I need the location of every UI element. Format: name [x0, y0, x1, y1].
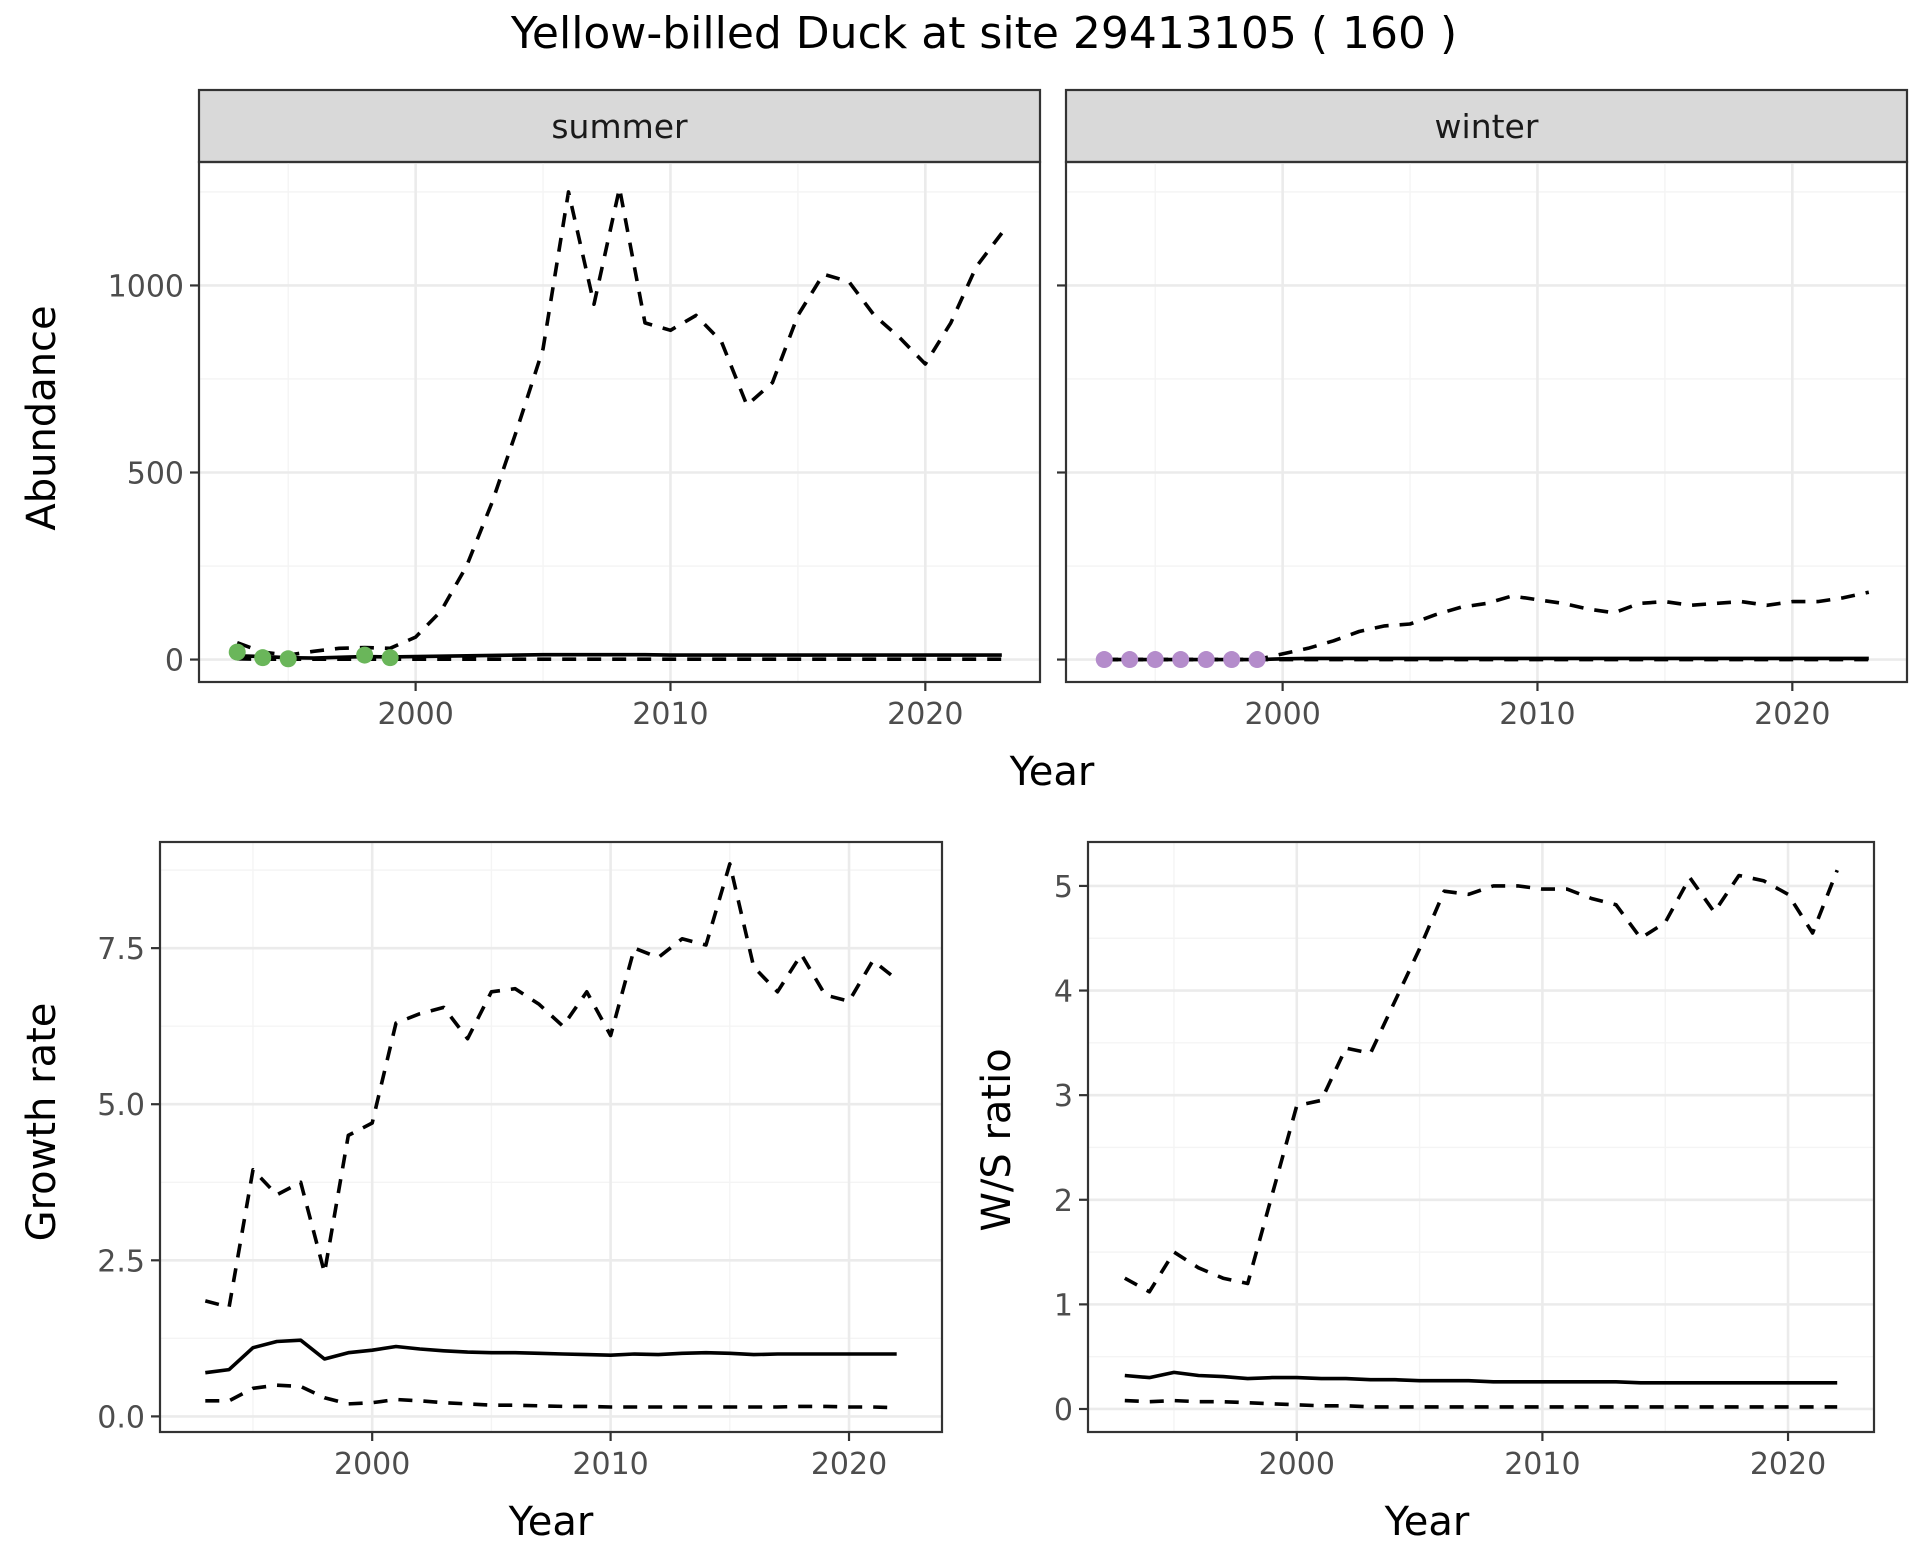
x-tick-label: 2000	[1244, 697, 1320, 732]
strip-winter-label: winter	[1435, 107, 1539, 146]
x-tick-label: 2020	[887, 697, 963, 732]
plot-area-summer: 2000 2010 2020 0 500 1000	[108, 160, 1042, 732]
y-tick-label: 2.5	[97, 1244, 145, 1279]
abundance-summer-observed-point	[381, 649, 399, 667]
panel-growth-rate: 2000 2010 2020 0.0 2.5 5.0 7.5	[97, 840, 944, 1482]
x-tick-label: 2000	[377, 697, 453, 732]
growth-rate-upper-ci-line	[204, 862, 898, 1309]
x-tick-label: 2000	[1259, 1447, 1335, 1482]
growth-rate-x-axis-title: Year	[508, 1499, 594, 1545]
figure-title: Yellow-billed Duck at site 29413105 ( 16…	[510, 8, 1457, 59]
growth-rate-panel-border	[158, 840, 944, 1434]
y-tick-label: 1	[1054, 1288, 1073, 1323]
plot-area-growth-rate: 2000 2010 2020 0.0 2.5 5.0 7.5	[97, 840, 944, 1482]
strip-winter-background	[1064, 88, 1909, 164]
y-tick-label: 5	[1054, 870, 1073, 905]
y-tick-label: 3	[1054, 1079, 1073, 1114]
strip-summer-background	[197, 88, 1042, 164]
abundance-summer-observed-point	[254, 649, 272, 667]
ws-ratio-lower-ci-line	[1124, 1398, 1838, 1409]
x-tick-label: 2000	[334, 1447, 410, 1482]
ws-ratio-panel-border	[1086, 840, 1876, 1434]
y-tick-label: 500	[127, 457, 184, 492]
x-tick-label: 2010	[1499, 697, 1575, 732]
abundance-summer-observed-point	[356, 646, 374, 664]
growth-rate-y-axis-title: Growth rate	[19, 1003, 65, 1242]
y-tick-label: 1000	[108, 269, 184, 304]
abundance-summer-observed-point	[228, 643, 246, 661]
panel-ws-ratio: 2000 2010 2020 0 1 2 3 4 5	[1054, 840, 1876, 1482]
abundance-summer-observed-point	[279, 650, 297, 668]
abundance-winter-observed-point	[1248, 651, 1266, 669]
panel-abundance-summer: summer 2000 2010 2020 0 500 1000	[108, 88, 1042, 732]
y-tick-label: 5.0	[97, 1088, 145, 1123]
plot-area-winter: 2000 2010 2020	[1057, 160, 1909, 732]
abundance-y-axis-title: Abundance	[19, 305, 65, 530]
abundance-winter-observed-point	[1172, 651, 1190, 669]
abundance-winter-observed-point	[1197, 651, 1215, 669]
abundance-winter-observed-point	[1223, 651, 1241, 669]
growth-rate-lower-ci-line	[205, 1383, 897, 1410]
panel-abundance-winter: winter 2000 2010 2020	[1057, 88, 1909, 732]
abundance-x-axis-title: Year	[1009, 749, 1095, 795]
ws-ratio-y-axis-title: W/S ratio	[974, 1048, 1020, 1231]
x-tick-label: 2020	[811, 1447, 887, 1482]
abundance-winter-upper-ci-line	[1104, 590, 1870, 662]
abundance-summer-upper-ci-line	[236, 186, 1004, 657]
plot-area-ws-ratio: 2000 2010 2020 0 1 2 3 4 5	[1054, 840, 1876, 1482]
x-tick-label: 2010	[632, 697, 708, 732]
abundance-winter-panel-border	[1064, 160, 1909, 684]
y-tick-label: 4	[1054, 975, 1073, 1010]
strip-summer-label: summer	[551, 107, 688, 146]
ws-ratio-mean-line	[1124, 1370, 1838, 1385]
abundance-winter-observed-point	[1146, 651, 1164, 669]
y-tick-label: 0.0	[97, 1400, 145, 1435]
ws-ratio-upper-ci-line	[1123, 869, 1839, 1294]
abundance-winter-observed-point	[1121, 651, 1139, 669]
x-tick-label: 2010	[572, 1447, 648, 1482]
x-tick-label: 2020	[1750, 1447, 1826, 1482]
x-tick-label: 2020	[1754, 697, 1830, 732]
y-tick-label: 2	[1054, 1184, 1073, 1219]
y-tick-label: 7.5	[97, 932, 145, 967]
y-tick-label: 0	[165, 644, 184, 679]
abundance-summer-panel-border	[197, 160, 1042, 684]
ws-ratio-x-axis-title: Year	[1384, 1499, 1470, 1545]
x-tick-label: 2010	[1504, 1447, 1580, 1482]
abundance-winter-observed-point	[1095, 651, 1113, 669]
growth-rate-mean-line	[205, 1338, 897, 1375]
y-tick-label: 0	[1054, 1393, 1073, 1428]
